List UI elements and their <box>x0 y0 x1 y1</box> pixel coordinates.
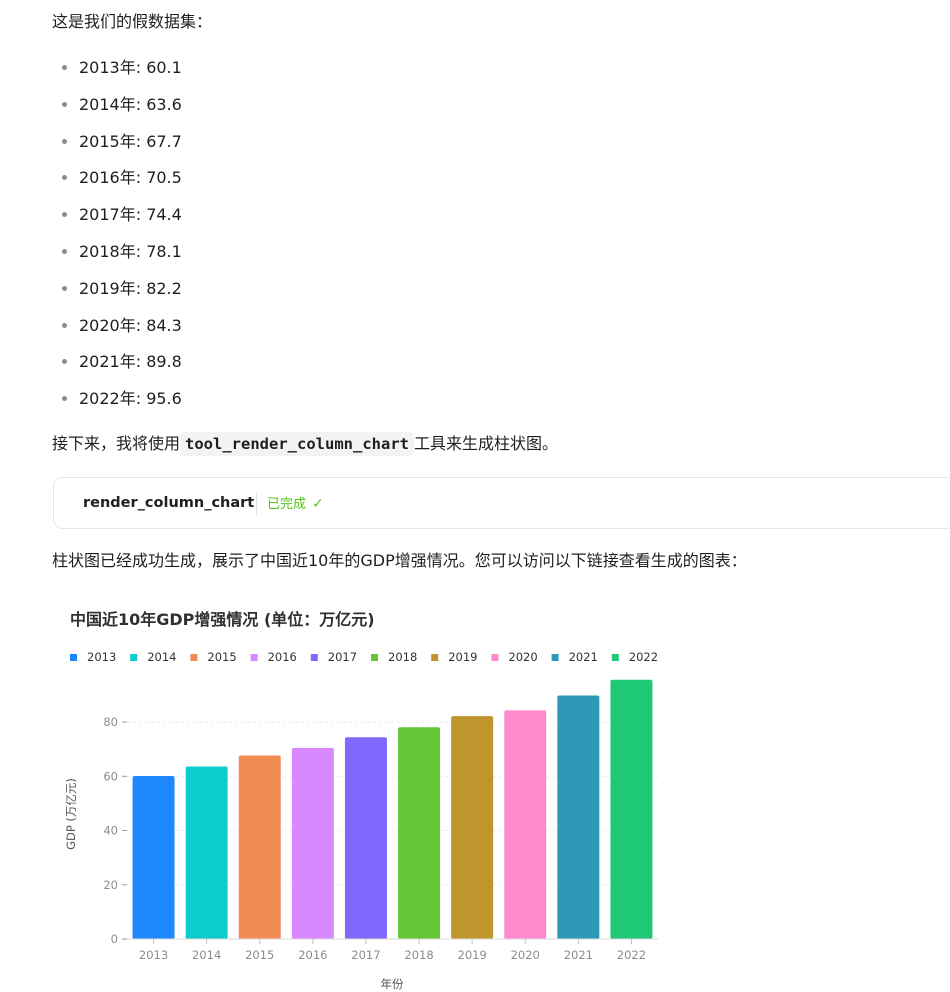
legend-label: 2022 <box>629 650 658 664</box>
legend-item[interactable]: 2015 <box>190 650 236 664</box>
x-tick-label: 2014 <box>192 948 221 962</box>
x-tick-label: 2021 <box>564 948 593 962</box>
legend-label: 2021 <box>569 650 598 664</box>
chart-svg: 中国近10年GDP增强情况 (单位：万亿元) 2013 2014 2015 2016 2… <box>52 596 672 992</box>
y-tick-label: 80 <box>103 715 118 729</box>
next-step-before: 接下来，我将使用 <box>52 434 180 453</box>
legend-item[interactable]: 2022 <box>612 650 658 664</box>
x-tick-label: 2015 <box>245 948 274 962</box>
list-item: 2016年: 70.5 <box>52 164 182 201</box>
legend-swatch <box>431 654 438 661</box>
legend-label: 2020 <box>508 650 537 664</box>
legend-item[interactable]: 2019 <box>431 650 477 664</box>
x-tick-label: 2019 <box>458 948 487 962</box>
bar-2014[interactable] <box>186 767 228 939</box>
tool-status-label: 已完成 <box>267 497 306 512</box>
chart-legend: 2013 2014 2015 2016 2017 2018 2019 2020 2021 2022 <box>70 650 658 664</box>
list-item: 2014年: 63.6 <box>52 91 182 128</box>
bar-2016[interactable] <box>292 748 334 939</box>
data-list: 2013年: 60.1 2014年: 63.6 2015年: 67.7 2016… <box>52 54 182 422</box>
legend-item[interactable]: 2018 <box>371 650 417 664</box>
legend-label: 2018 <box>388 650 417 664</box>
inline-code: tool_render_column_chart <box>180 432 414 456</box>
bar-2017[interactable] <box>345 737 387 939</box>
x-tick-label: 2018 <box>404 948 433 962</box>
legend-swatch <box>491 654 498 661</box>
x-tick-label: 2013 <box>139 948 168 962</box>
bar-2015[interactable] <box>239 755 281 939</box>
x-axis: 2013 2014 2015 2016 2017 2018 2019 2020 2021 2022 <box>127 939 658 962</box>
list-item: 2015年: 67.7 <box>52 128 182 165</box>
list-item: 2021年: 89.8 <box>52 348 182 385</box>
x-tick-label: 2016 <box>298 948 327 962</box>
legend-label: 2016 <box>268 650 297 664</box>
legend-swatch <box>612 654 619 661</box>
x-tick-label: 2020 <box>511 948 540 962</box>
legend-label: 2013 <box>87 650 116 664</box>
legend-swatch <box>371 654 378 661</box>
legend-label: 2014 <box>147 650 176 664</box>
x-tick-label: 2017 <box>351 948 380 962</box>
legend-item[interactable]: 2013 <box>70 650 116 664</box>
bar-2019[interactable] <box>451 716 493 939</box>
legend-swatch <box>311 654 318 661</box>
legend-label: 2019 <box>448 650 477 664</box>
legend-swatch <box>70 654 77 661</box>
bar-2013[interactable] <box>133 776 175 939</box>
legend-label: 2017 <box>328 650 357 664</box>
list-item: 2019年: 82.2 <box>52 275 182 312</box>
list-item: 2018年: 78.1 <box>52 238 182 275</box>
legend-swatch <box>130 654 137 661</box>
y-tick-label: 0 <box>111 932 118 946</box>
list-item: 2020年: 84.3 <box>52 312 182 349</box>
legend-item[interactable]: 2021 <box>552 650 598 664</box>
bar-2021[interactable] <box>557 696 599 939</box>
legend-item[interactable]: 2017 <box>311 650 357 664</box>
next-step-text: 接下来，我将使用 tool_render_column_chart 工具来生成柱状图… <box>52 430 558 458</box>
list-item: 2013年: 60.1 <box>52 54 182 91</box>
x-axis-label: 年份 <box>381 977 404 991</box>
y-axis-label: GDP (万亿元) <box>64 778 78 850</box>
legend-item[interactable]: 2020 <box>491 650 537 664</box>
check-icon: ✓ <box>312 494 324 514</box>
bar-2020[interactable] <box>504 710 546 939</box>
y-tick-label: 40 <box>103 824 118 838</box>
x-tick-label: 2022 <box>617 948 646 962</box>
y-tick-label: 60 <box>103 769 118 783</box>
tool-divider <box>256 493 257 515</box>
legend-label: 2015 <box>207 650 236 664</box>
tool-name: render_column_chart <box>83 493 254 513</box>
bar-2022[interactable] <box>610 680 652 939</box>
legend-swatch <box>251 654 258 661</box>
legend-swatch <box>552 654 559 661</box>
chart-title: 中国近10年GDP增强情况 (单位：万亿元) <box>70 610 375 629</box>
column-chart: 中国近10年GDP增强情况 (单位：万亿元) 2013 2014 2015 2016 2… <box>52 596 672 992</box>
chart-bars <box>133 680 653 939</box>
list-item: 2017年: 74.4 <box>52 201 182 238</box>
legend-item[interactable]: 2014 <box>130 650 176 664</box>
result-text: 柱状图已经成功生成，展示了中国近10年的GDP增强情况。您可以访问以下链接查看生… <box>52 547 747 575</box>
intro-text: 这是我们的假数据集： <box>52 10 212 34</box>
y-tick-label: 20 <box>103 878 118 892</box>
next-step-after: 工具来生成柱状图。 <box>414 434 558 453</box>
bar-2018[interactable] <box>398 727 440 939</box>
legend-item[interactable]: 2016 <box>251 650 297 664</box>
y-axis: 0 20 40 60 80 <box>103 715 127 946</box>
list-item: 2022年: 95.6 <box>52 385 182 422</box>
legend-swatch <box>190 654 197 661</box>
tool-call-card[interactable]: render_column_chart 已完成 ✓ <box>53 477 950 529</box>
tool-status: 已完成 ✓ <box>267 494 324 515</box>
